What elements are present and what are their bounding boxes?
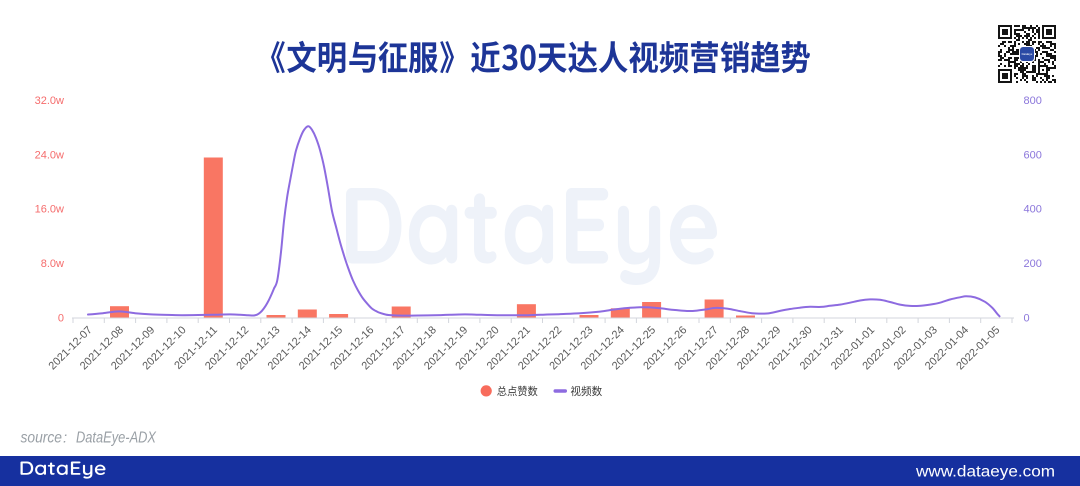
svg-text:0: 0 [58, 312, 64, 324]
svg-text:200: 200 [1024, 258, 1042, 270]
svg-text:32.0w: 32.0w [35, 95, 64, 107]
svg-text:0: 0 [1024, 312, 1030, 324]
svg-text::: : [63, 430, 67, 447]
svg-text:24.0w: 24.0w [35, 149, 64, 161]
svg-text:source: source [21, 430, 63, 447]
svg-text:8.0w: 8.0w [41, 258, 64, 270]
svg-text:400: 400 [1024, 204, 1042, 216]
svg-text:www.dataeye.com: www.dataeye.com [915, 464, 1055, 481]
svg-text:16.0w: 16.0w [35, 204, 64, 216]
svg-text:DataEye-ADX: DataEye-ADX [76, 430, 157, 447]
svg-text:600: 600 [1024, 149, 1042, 161]
svg-text:800: 800 [1024, 95, 1042, 107]
svg-text:DataEye: DataEye [1022, 52, 1033, 56]
